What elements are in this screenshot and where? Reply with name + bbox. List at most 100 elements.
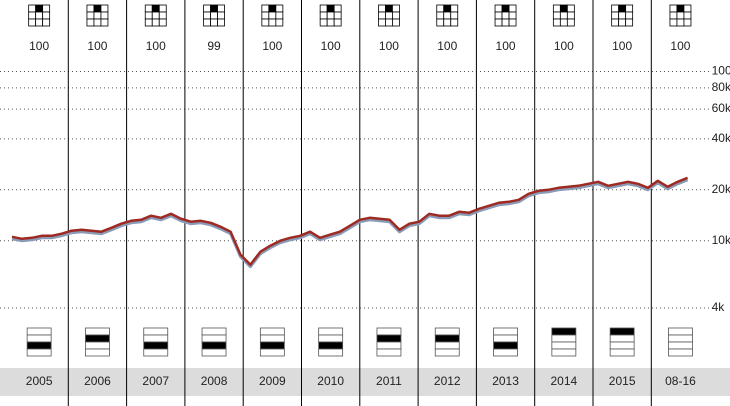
rating-value: 100 bbox=[379, 39, 399, 53]
x-tick-label: 2005 bbox=[26, 374, 53, 388]
quartile-row bbox=[434, 327, 460, 336]
style-box-cell bbox=[261, 18, 270, 27]
style-box-cell bbox=[100, 18, 109, 27]
quartile-row bbox=[376, 341, 402, 350]
style-box bbox=[552, 4, 575, 27]
quartile-icon bbox=[551, 327, 577, 357]
quartile-row bbox=[201, 327, 227, 336]
style-box-cell bbox=[268, 18, 277, 27]
quartile-row bbox=[551, 341, 577, 350]
style-box-cell bbox=[144, 18, 153, 27]
style-box-cell bbox=[450, 18, 459, 27]
style-box-cell bbox=[676, 11, 685, 20]
quartile-icon bbox=[85, 327, 110, 357]
style-box-cell bbox=[261, 11, 270, 20]
style-box-cell bbox=[217, 18, 225, 27]
style-box-cell bbox=[392, 11, 400, 20]
rating-value: 100 bbox=[146, 39, 166, 53]
x-tick-label: 2010 bbox=[317, 374, 344, 388]
style-box bbox=[144, 4, 167, 27]
style-box-cell bbox=[35, 4, 44, 13]
style-box-cell bbox=[261, 4, 270, 13]
rating-value: 100 bbox=[554, 39, 574, 53]
quartile-row bbox=[259, 341, 285, 350]
style-box-cell bbox=[443, 4, 452, 13]
style-box-cell bbox=[28, 18, 37, 27]
quartile-row bbox=[609, 327, 635, 336]
quartile-row bbox=[493, 348, 518, 357]
quartile-row bbox=[376, 327, 402, 336]
x-tick-label: 08-16 bbox=[665, 374, 696, 388]
rating-value: 100 bbox=[262, 39, 282, 53]
rating-value: 100 bbox=[670, 39, 690, 53]
y-tick-label: 40k bbox=[712, 131, 730, 145]
style-box-cell bbox=[669, 18, 678, 27]
quartile-row bbox=[493, 327, 518, 336]
x-tick-label: 2015 bbox=[609, 374, 636, 388]
quartile-row bbox=[259, 348, 285, 357]
style-box-cell bbox=[210, 18, 218, 27]
quartile-row bbox=[434, 348, 460, 357]
style-box bbox=[261, 4, 284, 27]
style-box-cell bbox=[625, 11, 634, 20]
rating-value: 100 bbox=[29, 39, 49, 53]
style-box-cell bbox=[326, 4, 335, 13]
style-box-cell bbox=[319, 18, 328, 27]
quartile-row bbox=[201, 341, 227, 350]
style-box-cell bbox=[669, 4, 678, 13]
rating-value: 100 bbox=[437, 39, 457, 53]
style-box-cell bbox=[333, 4, 342, 13]
quartile-row bbox=[493, 341, 518, 350]
y-tick-label: 80k bbox=[712, 80, 730, 94]
style-box-cell bbox=[508, 18, 517, 27]
style-box-cell bbox=[501, 18, 510, 27]
x-tick-label: 2009 bbox=[259, 374, 286, 388]
quartile-icon bbox=[493, 327, 518, 357]
quartile-row bbox=[143, 334, 169, 343]
style-box-cell bbox=[319, 4, 328, 13]
quartile-row bbox=[259, 327, 285, 336]
style-box-cell bbox=[676, 4, 685, 13]
style-box-cell bbox=[392, 18, 400, 27]
style-box-cell bbox=[93, 4, 102, 13]
x-tick-label: 2006 bbox=[84, 374, 111, 388]
style-box-cell bbox=[35, 11, 44, 20]
y-tick-label: 10k bbox=[712, 233, 730, 247]
quartile-row bbox=[143, 327, 169, 336]
quartile-row bbox=[434, 334, 460, 343]
style-box-cell bbox=[86, 18, 95, 27]
quartile-row bbox=[668, 334, 693, 343]
quartile-row bbox=[26, 334, 52, 343]
style-box bbox=[28, 4, 51, 27]
style-box-cell bbox=[552, 4, 561, 13]
style-box-cell bbox=[611, 11, 620, 20]
quartile-row bbox=[551, 348, 577, 357]
x-tick-label: 2007 bbox=[142, 374, 169, 388]
style-box-cell bbox=[683, 11, 692, 20]
style-box-cell bbox=[268, 4, 277, 13]
style-box-cell bbox=[436, 11, 445, 20]
style-box-cell bbox=[676, 18, 685, 27]
quartile-row bbox=[609, 341, 635, 350]
style-box bbox=[203, 4, 225, 27]
y-tick-label: 60k bbox=[712, 101, 730, 115]
style-box-cell bbox=[210, 11, 218, 20]
rating-value: 100 bbox=[612, 39, 632, 53]
style-box-cell bbox=[450, 4, 459, 13]
style-box-cell bbox=[611, 18, 620, 27]
style-box-cell bbox=[494, 4, 503, 13]
quartile-row bbox=[318, 341, 344, 350]
style-box-cell bbox=[326, 11, 335, 20]
style-box-cell bbox=[378, 4, 386, 13]
style-box-cell bbox=[611, 4, 620, 13]
style-box-cell bbox=[158, 11, 167, 20]
style-box-cell bbox=[618, 18, 627, 27]
style-box-cell bbox=[144, 11, 153, 20]
style-box-cell bbox=[275, 18, 284, 27]
quartile-row bbox=[26, 348, 52, 357]
style-box-cell bbox=[100, 11, 109, 20]
x-tick-label: 2013 bbox=[492, 374, 519, 388]
style-box-cell bbox=[333, 18, 342, 27]
